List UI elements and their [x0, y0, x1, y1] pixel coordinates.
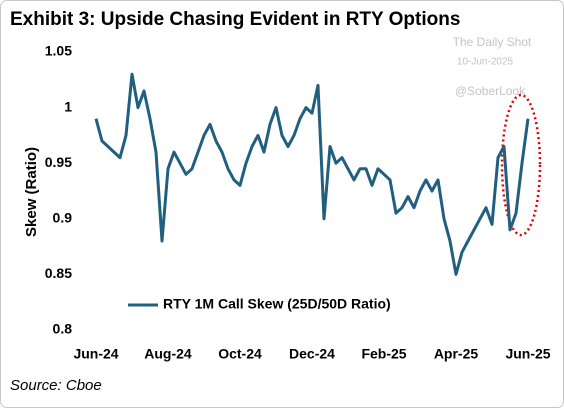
- watermark: @SoberLook: [455, 84, 526, 98]
- y-axis-label: Skew (Ratio): [23, 147, 40, 237]
- y-tick-label: 0.8: [53, 321, 73, 337]
- highlight-ellipse: [500, 93, 542, 237]
- x-tick-label: Dec-24: [289, 346, 335, 362]
- y-tick-label: 0.85: [45, 265, 72, 281]
- x-tick-label: Apr-25: [434, 346, 479, 362]
- x-tick-label: Aug-24: [144, 346, 192, 362]
- x-tick-label: Oct-24: [218, 346, 262, 362]
- y-tick-label: 1: [64, 98, 72, 114]
- watermark: The Daily Shot: [453, 35, 532, 49]
- x-tick-label: Feb-25: [361, 346, 406, 362]
- x-tick-label: Jun-24: [73, 346, 118, 362]
- source: Source: Cboe: [10, 377, 102, 394]
- line: [94, 72, 530, 276]
- watermark: 10-Jun-2025: [457, 57, 514, 68]
- chart-title: Exhibit 3: Upside Chasing Evident in RTY…: [10, 9, 460, 30]
- y-tick-label: 0.95: [45, 154, 72, 170]
- y-tick-label: 0.9: [53, 210, 73, 226]
- y-tick-label: 1.05: [45, 43, 72, 59]
- legend-label: RTY 1M Call Skew (25D/50D Ratio): [163, 296, 391, 312]
- x-tick-label: Jun-25: [505, 346, 550, 362]
